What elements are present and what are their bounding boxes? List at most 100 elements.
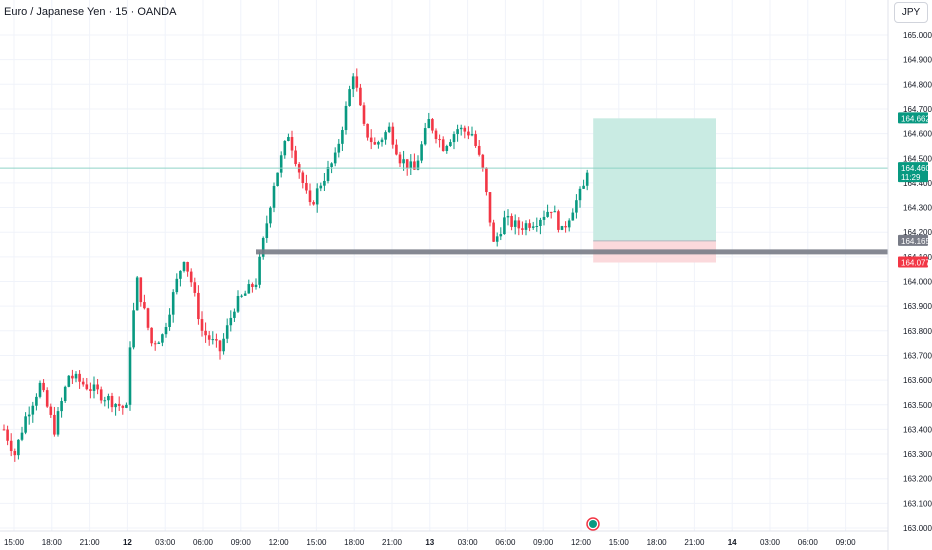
candle-body xyxy=(470,134,474,136)
candle-body xyxy=(474,134,477,146)
candle-body xyxy=(128,347,132,405)
position-zones xyxy=(593,118,716,263)
candle-body xyxy=(459,127,463,130)
time-tick-label: 15:00 xyxy=(4,538,25,547)
candle-body xyxy=(161,334,164,343)
candle-body xyxy=(380,139,384,143)
time-tick-label: 18:00 xyxy=(647,538,668,547)
candle-body xyxy=(546,211,549,217)
candle-body xyxy=(236,295,240,312)
candle-body xyxy=(179,270,182,279)
candle-body xyxy=(362,105,366,124)
candle-body xyxy=(427,119,431,129)
time-tick-label: 03:00 xyxy=(458,538,479,547)
time-tick-label: 14 xyxy=(728,538,737,547)
candle-body xyxy=(31,405,35,415)
candle-body xyxy=(107,395,110,401)
candle-body xyxy=(92,384,96,391)
time-tick-label: 06:00 xyxy=(798,538,819,547)
time-tick-label: 15:00 xyxy=(306,538,327,547)
candle-body xyxy=(204,330,207,336)
candle-body xyxy=(539,219,542,226)
time-axis[interactable]: 15:00 18:00 21:00 12 03:00 06:00 09:00 12:00 15:… xyxy=(4,538,856,547)
candle-body xyxy=(247,284,251,294)
time-tick-label: 12:00 xyxy=(571,538,592,547)
price-tick-label: 165.000 xyxy=(903,31,932,40)
candle-body xyxy=(402,159,405,164)
price-tick-label: 164.900 xyxy=(903,56,932,65)
candle-body xyxy=(150,327,153,344)
candle-body xyxy=(56,411,60,435)
time-tick-label: 21:00 xyxy=(684,538,705,547)
candle-body xyxy=(528,223,531,228)
candle-body xyxy=(452,134,456,143)
candle-body xyxy=(377,142,380,145)
event-marker-icon[interactable] xyxy=(586,517,600,531)
time-tick-label: 18:00 xyxy=(42,538,63,547)
candle-body xyxy=(333,152,337,164)
candle-body xyxy=(89,389,92,391)
candle-body xyxy=(348,89,351,106)
price-tick-label: 164.500 xyxy=(903,154,932,163)
candle-body xyxy=(38,382,42,397)
candle-body xyxy=(319,185,323,189)
candle-body xyxy=(153,343,157,345)
currency-button[interactable]: JPY xyxy=(894,2,928,23)
candle-body xyxy=(146,308,150,328)
candle-body xyxy=(125,404,128,408)
candle-body xyxy=(477,145,481,155)
time-tick-label: 09:00 xyxy=(836,538,857,547)
candle-body xyxy=(560,226,564,230)
candle-body xyxy=(35,396,38,406)
candle-body xyxy=(585,172,589,186)
current-price-tag-bg xyxy=(898,162,928,183)
candle-body xyxy=(110,395,114,408)
candle-body xyxy=(557,211,560,230)
candle-body xyxy=(45,390,49,407)
price-tick-label: 163.000 xyxy=(903,524,932,533)
time-tick-label: 09:00 xyxy=(231,538,252,547)
time-tick-label: 12:00 xyxy=(269,538,290,547)
candle-body xyxy=(420,144,423,161)
candle-body xyxy=(229,317,233,326)
candle-body xyxy=(384,132,387,140)
time-tick-label: 18:00 xyxy=(344,538,365,547)
time-tick-label: 03:00 xyxy=(155,538,176,547)
price-axis[interactable]: 165.000 164.900 164.800 164.700 164.600 164.5… xyxy=(903,31,932,533)
candle-body xyxy=(157,342,161,344)
candle-body xyxy=(582,185,585,189)
candle-body xyxy=(117,403,121,406)
chart-title: Euro / Japanese Yen · 15 · OANDA xyxy=(4,6,177,18)
candle-body xyxy=(445,146,449,151)
candle-body xyxy=(315,188,319,205)
stop-price-tag: 164.077 xyxy=(898,256,930,268)
candle-body xyxy=(463,127,467,132)
candle-body xyxy=(553,211,557,213)
candle-body xyxy=(351,76,355,90)
candle-body xyxy=(135,277,139,311)
candle-body xyxy=(524,223,528,230)
grid-lines xyxy=(0,0,888,531)
candle-body xyxy=(395,144,398,155)
candle-body xyxy=(114,403,117,408)
candle-body xyxy=(258,256,261,285)
candle-body xyxy=(13,451,17,456)
candle-body xyxy=(269,207,272,224)
candle-body xyxy=(571,212,575,221)
time-tick-label: 03:00 xyxy=(760,538,781,547)
candle-body xyxy=(85,384,89,390)
candle-body xyxy=(301,172,305,183)
candle-body xyxy=(366,123,369,138)
stop-price-tag-text: 164.077 xyxy=(901,259,930,268)
candle-body xyxy=(182,261,186,271)
candle-body xyxy=(499,234,503,237)
candle-body xyxy=(337,143,341,153)
current-price-tag-text: 164.460 xyxy=(901,164,930,173)
candle-body xyxy=(326,166,330,181)
candle-body xyxy=(283,140,287,156)
candle-body xyxy=(549,211,553,213)
candle-body xyxy=(42,382,45,391)
